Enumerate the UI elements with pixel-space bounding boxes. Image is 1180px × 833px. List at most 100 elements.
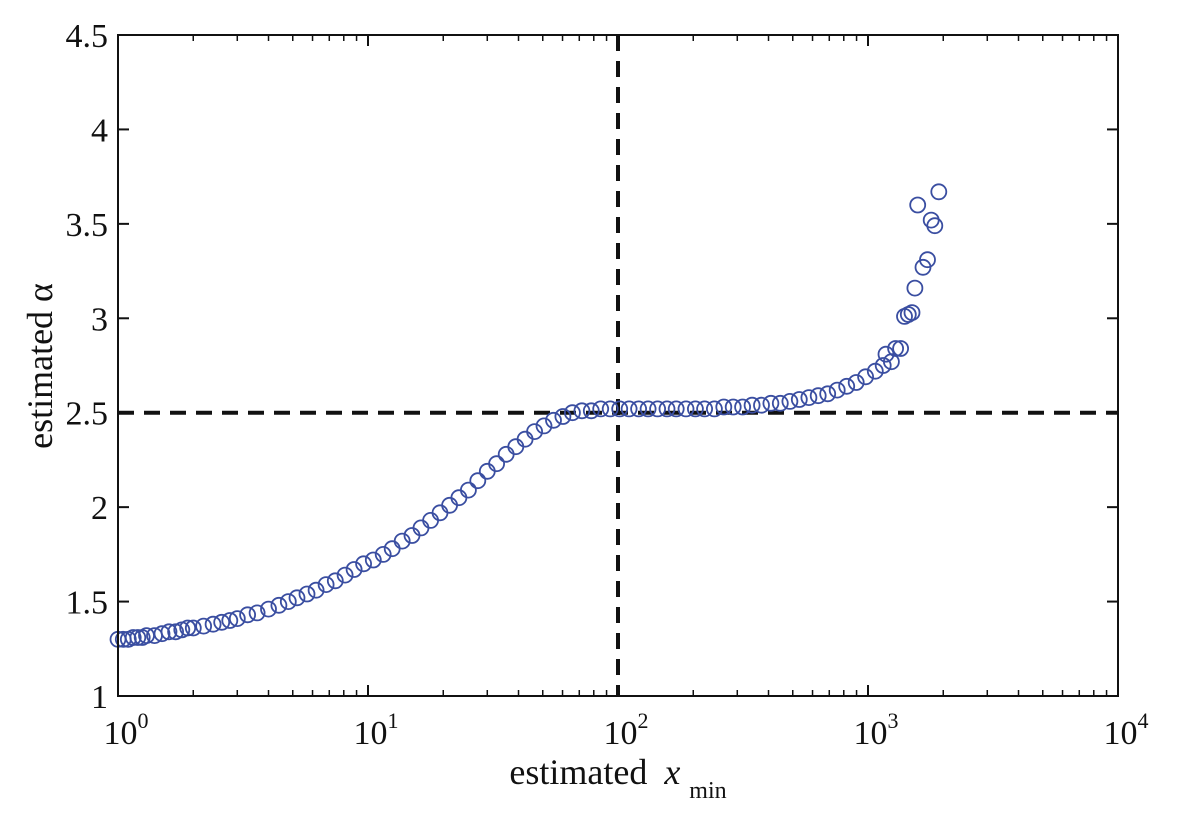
data-point bbox=[667, 400, 685, 418]
data-point bbox=[724, 398, 742, 416]
x-tick-label-exponent: 3 bbox=[888, 708, 899, 733]
x-tick-label-base: 10 bbox=[354, 715, 388, 752]
y-tick-label: 2 bbox=[91, 490, 108, 527]
data-point bbox=[582, 402, 600, 420]
x-axis-title-subscript: min bbox=[689, 778, 726, 804]
data-point bbox=[573, 402, 591, 420]
data-point bbox=[734, 398, 751, 416]
data-point bbox=[781, 392, 799, 410]
data-point bbox=[393, 532, 411, 550]
data-point bbox=[790, 391, 808, 408]
data-point bbox=[204, 615, 222, 633]
x-tick-label: 103 bbox=[854, 708, 899, 752]
data-point bbox=[743, 396, 761, 414]
data-point bbox=[374, 546, 392, 563]
data-point bbox=[355, 555, 373, 573]
y-tick-label: 4.5 bbox=[66, 18, 109, 55]
data-point bbox=[364, 551, 382, 569]
data-point bbox=[228, 610, 246, 627]
data-point bbox=[179, 619, 197, 637]
x-tick-label-base: 10 bbox=[1104, 715, 1138, 752]
data-point bbox=[601, 400, 619, 418]
data-point bbox=[184, 619, 202, 637]
data-point bbox=[279, 593, 297, 610]
data-point bbox=[909, 196, 927, 214]
data-point bbox=[809, 387, 827, 405]
data-point bbox=[828, 381, 846, 399]
data-point bbox=[270, 596, 288, 614]
axes-frame bbox=[117, 34, 1119, 697]
y-tick-label: 2.5 bbox=[66, 396, 109, 433]
data-point bbox=[129, 629, 147, 646]
data-point bbox=[564, 404, 581, 422]
x-tick-label: 101 bbox=[354, 708, 399, 752]
data-point bbox=[762, 394, 780, 412]
data-point bbox=[153, 625, 171, 643]
data-point bbox=[838, 377, 856, 395]
x-axis-title-word: estimated bbox=[509, 752, 647, 792]
data-point bbox=[906, 279, 924, 297]
x-axis-title: estimated x min bbox=[509, 752, 726, 804]
data-point bbox=[874, 357, 892, 374]
x-tick-label-base: 10 bbox=[604, 715, 638, 752]
data-point bbox=[213, 613, 231, 631]
data-point bbox=[611, 400, 629, 418]
data-point bbox=[160, 623, 178, 641]
data-point bbox=[930, 183, 948, 201]
x-tick-label-exponent: 4 bbox=[1138, 708, 1149, 733]
data-point bbox=[919, 251, 936, 269]
x-tick-label: 102 bbox=[604, 708, 649, 752]
data-point bbox=[307, 581, 325, 599]
x-axis-title-variable: x bbox=[663, 752, 680, 792]
x-tick-label-base: 10 bbox=[854, 715, 888, 752]
data-point bbox=[288, 589, 306, 607]
data-point bbox=[620, 400, 638, 418]
data-point bbox=[488, 455, 506, 473]
x-tick-label: 100 bbox=[104, 708, 149, 752]
data-point bbox=[658, 400, 676, 418]
data-point bbox=[926, 217, 944, 235]
data-point bbox=[526, 423, 543, 441]
data-point bbox=[696, 400, 713, 418]
data-point bbox=[469, 472, 487, 490]
data-point bbox=[677, 400, 695, 418]
data-point bbox=[248, 604, 266, 622]
data-points bbox=[109, 183, 948, 648]
data-point bbox=[887, 340, 904, 357]
data-point bbox=[545, 411, 562, 429]
data-point bbox=[554, 408, 572, 425]
data-point bbox=[771, 394, 789, 412]
y-tick-label: 1.5 bbox=[66, 585, 109, 622]
data-point bbox=[715, 398, 733, 416]
reference-lines bbox=[118, 35, 1118, 696]
data-point bbox=[459, 481, 477, 499]
data-point bbox=[800, 389, 818, 407]
data-point bbox=[260, 600, 277, 618]
data-point bbox=[847, 374, 865, 391]
data-point bbox=[195, 617, 213, 635]
x-tick-label: 104 bbox=[1104, 708, 1149, 752]
x-tick-label-base: 10 bbox=[104, 715, 138, 752]
data-point bbox=[592, 400, 610, 418]
data-point bbox=[124, 629, 142, 646]
data-point bbox=[239, 606, 257, 624]
data-point bbox=[336, 566, 354, 584]
y-tick-label: 3.5 bbox=[66, 207, 109, 244]
y-tick-label: 3 bbox=[91, 301, 108, 338]
data-point bbox=[345, 561, 363, 578]
data-point bbox=[819, 385, 837, 403]
y-tick-label: 1 bbox=[91, 679, 108, 716]
data-point bbox=[221, 612, 239, 629]
x-tick-label-exponent: 2 bbox=[638, 708, 649, 733]
x-tick-label-exponent: 1 bbox=[388, 708, 399, 733]
data-point bbox=[630, 400, 647, 418]
data-point bbox=[535, 417, 553, 435]
data-point bbox=[298, 585, 316, 603]
data-point bbox=[857, 368, 874, 386]
data-point bbox=[687, 400, 704, 418]
y-tick-label: 4 bbox=[91, 112, 108, 149]
y-axis-title: estimated α bbox=[20, 283, 60, 449]
